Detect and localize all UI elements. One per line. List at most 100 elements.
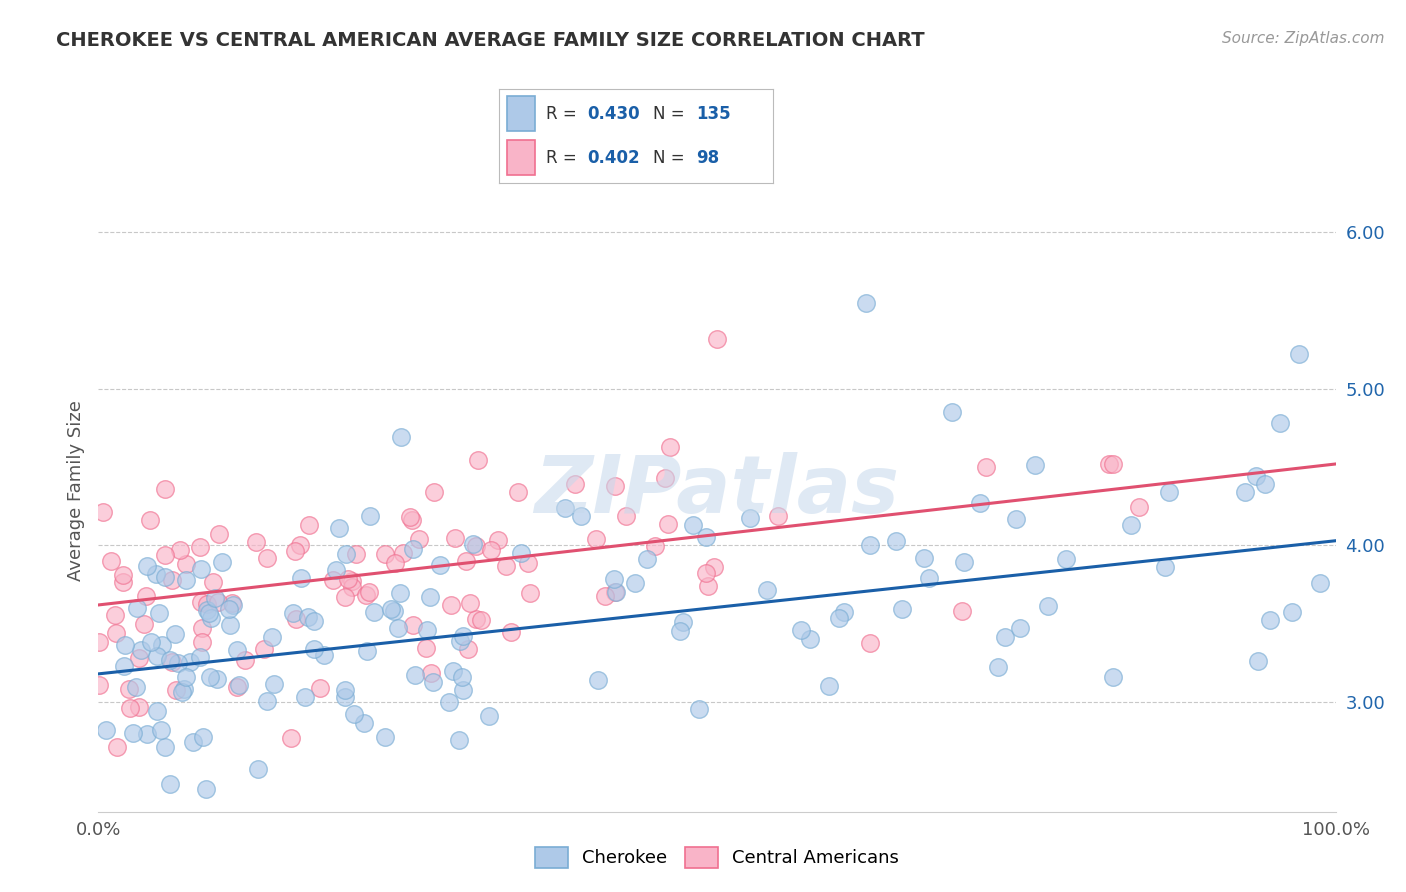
Point <box>1234 484 1257 499</box>
Point <box>260 630 283 644</box>
Point <box>429 558 451 573</box>
Point <box>222 598 245 612</box>
Point <box>454 554 477 568</box>
Point <box>392 547 415 561</box>
Point <box>449 733 471 747</box>
Point <box>453 682 475 697</box>
Point <box>585 532 607 546</box>
Point <box>125 601 148 615</box>
Point <box>91 505 114 519</box>
Point <box>380 602 402 616</box>
Point <box>353 715 375 730</box>
Point <box>586 673 609 687</box>
Point <box>128 699 150 714</box>
Point <box>146 649 169 664</box>
Point <box>467 452 489 467</box>
Point <box>441 664 464 678</box>
Text: Source: ZipAtlas.com: Source: ZipAtlas.com <box>1222 31 1385 46</box>
Point <box>226 643 249 657</box>
Point <box>374 730 396 744</box>
Point <box>1010 622 1032 636</box>
Point <box>941 405 963 419</box>
Point <box>298 517 321 532</box>
Point <box>207 595 229 609</box>
Point <box>195 782 218 797</box>
Point <box>1258 613 1281 627</box>
Point <box>205 672 228 686</box>
Point <box>193 730 215 744</box>
Point <box>302 641 325 656</box>
Point <box>290 571 312 585</box>
Point <box>387 621 409 635</box>
Point <box>105 740 128 755</box>
Point <box>104 626 127 640</box>
Point <box>458 596 481 610</box>
Point <box>335 547 357 561</box>
Text: R =: R = <box>546 149 582 167</box>
Point <box>181 734 204 748</box>
Point <box>337 572 360 586</box>
Point <box>987 660 1010 674</box>
Point <box>859 538 882 552</box>
Point <box>420 666 443 681</box>
Point <box>153 482 176 496</box>
Point <box>132 617 155 632</box>
Point <box>118 681 141 696</box>
Point <box>799 632 821 647</box>
Point <box>605 585 627 599</box>
Point <box>136 727 159 741</box>
Point <box>118 701 141 715</box>
Point <box>688 702 710 716</box>
Point <box>135 559 157 574</box>
Point <box>122 725 145 739</box>
Point <box>404 667 426 681</box>
Point <box>603 572 626 586</box>
Point <box>159 777 181 791</box>
Point <box>218 602 240 616</box>
Point <box>884 534 907 549</box>
Point <box>359 584 381 599</box>
Point <box>112 659 135 673</box>
Point <box>644 539 666 553</box>
Point <box>1153 560 1175 574</box>
Point <box>402 542 425 557</box>
Point <box>131 643 153 657</box>
Point <box>1102 457 1125 471</box>
Point <box>828 611 851 625</box>
Point <box>174 557 197 571</box>
Point <box>423 484 446 499</box>
Point <box>160 656 183 670</box>
Point <box>974 460 997 475</box>
Point <box>233 653 256 667</box>
Point <box>169 543 191 558</box>
Point <box>554 500 576 515</box>
Point <box>211 556 233 570</box>
Point <box>284 544 307 558</box>
Point <box>1102 671 1125 685</box>
Point <box>256 693 278 707</box>
Point <box>437 695 460 709</box>
Point <box>228 678 250 692</box>
Point <box>112 568 135 582</box>
Point <box>1024 458 1046 472</box>
Point <box>104 608 127 623</box>
Point <box>439 599 461 613</box>
Point <box>703 560 725 574</box>
Point <box>360 508 382 523</box>
Legend: Cherokee, Central Americans: Cherokee, Central Americans <box>526 838 908 877</box>
Point <box>354 588 377 602</box>
Point <box>399 509 422 524</box>
Text: 0.430: 0.430 <box>586 105 640 123</box>
Point <box>221 597 243 611</box>
Point <box>755 583 778 598</box>
Text: 135: 135 <box>696 105 731 123</box>
Point <box>859 636 882 650</box>
Point <box>165 683 187 698</box>
Point <box>695 566 717 580</box>
Text: N =: N = <box>652 149 689 167</box>
Point <box>333 682 356 697</box>
Point <box>519 586 541 600</box>
Point <box>657 517 679 532</box>
Point <box>499 625 522 640</box>
Point <box>100 554 122 568</box>
